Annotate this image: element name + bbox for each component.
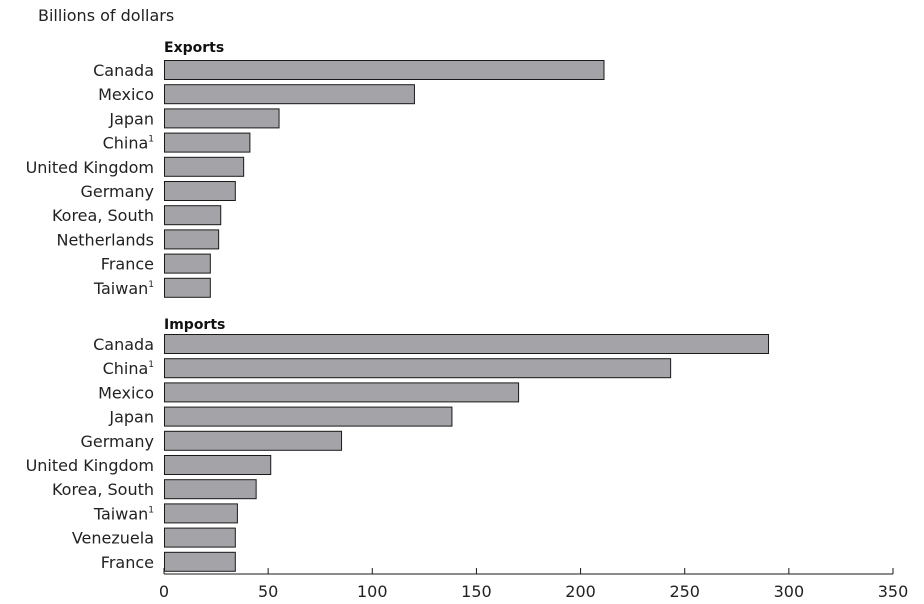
category-label: Netherlands: [56, 230, 154, 249]
category-label: Taiwan1: [93, 279, 154, 298]
x-tick-label: 0: [159, 582, 169, 601]
bar: [164, 181, 236, 201]
bar: [164, 108, 280, 129]
bar: [164, 334, 770, 354]
bar: [164, 430, 343, 451]
category-label: Mexico: [98, 383, 154, 402]
bar: [164, 503, 238, 524]
category-label: Korea, South: [52, 480, 154, 499]
bar: [164, 551, 236, 572]
footnote-marker: 1: [148, 360, 154, 370]
footnote-marker: 1: [148, 505, 154, 515]
bar: [164, 479, 257, 500]
x-tick-label: 250: [669, 582, 700, 601]
category-label: France: [101, 255, 154, 274]
bar: [164, 382, 520, 403]
panel-title: Exports: [164, 40, 224, 56]
x-tick-label: 300: [774, 582, 805, 601]
x-tick-label: 350: [878, 582, 909, 601]
bar: [164, 277, 211, 298]
category-label: China1: [103, 359, 154, 378]
bar: [164, 205, 222, 226]
bar: [164, 84, 415, 105]
category-label: United Kingdom: [26, 456, 154, 475]
panel-title: Imports: [164, 317, 225, 333]
bar: [164, 229, 220, 250]
x-axis: 0 50 100 150 200 250 300 350: [159, 568, 908, 601]
x-tick-label: 50: [258, 582, 278, 601]
category-label: Canada: [93, 61, 154, 80]
category-label: France: [101, 553, 154, 572]
bar: [164, 156, 245, 177]
category-label: Taiwan1: [93, 504, 154, 523]
unit-label: Billions of dollars: [38, 6, 174, 25]
category-label: United Kingdom: [26, 158, 154, 177]
category-label: China1: [103, 134, 154, 153]
category-label: Canada: [93, 335, 154, 354]
bar: [164, 527, 236, 548]
category-label: Mexico: [98, 85, 154, 104]
footnote-marker: 1: [148, 135, 154, 145]
imports-panel: Imports Canada China1 Mexico Japan Germany Uni…: [26, 317, 770, 572]
category-label: Japan: [108, 109, 154, 128]
category-label: Venezuela: [72, 529, 154, 548]
exports-panel: Exports Canada Mexico Japan China1 United Kin…: [26, 40, 605, 298]
footnote-marker: 1: [148, 280, 154, 290]
bar: [164, 60, 605, 80]
category-label: Korea, South: [52, 206, 154, 225]
x-tick-label: 150: [461, 582, 492, 601]
bar: [164, 358, 672, 379]
x-tick-label: 100: [357, 582, 388, 601]
category-label: Germany: [80, 432, 154, 451]
bar: [164, 455, 272, 475]
bar: [164, 132, 251, 153]
bar: [164, 253, 211, 274]
x-tick-label: 200: [565, 582, 596, 601]
category-label: Germany: [80, 182, 154, 201]
bar: [164, 406, 453, 427]
category-label: Japan: [108, 408, 154, 427]
chart-panels: Exports Canada Mexico Japan China1 United Kin…: [26, 40, 770, 572]
